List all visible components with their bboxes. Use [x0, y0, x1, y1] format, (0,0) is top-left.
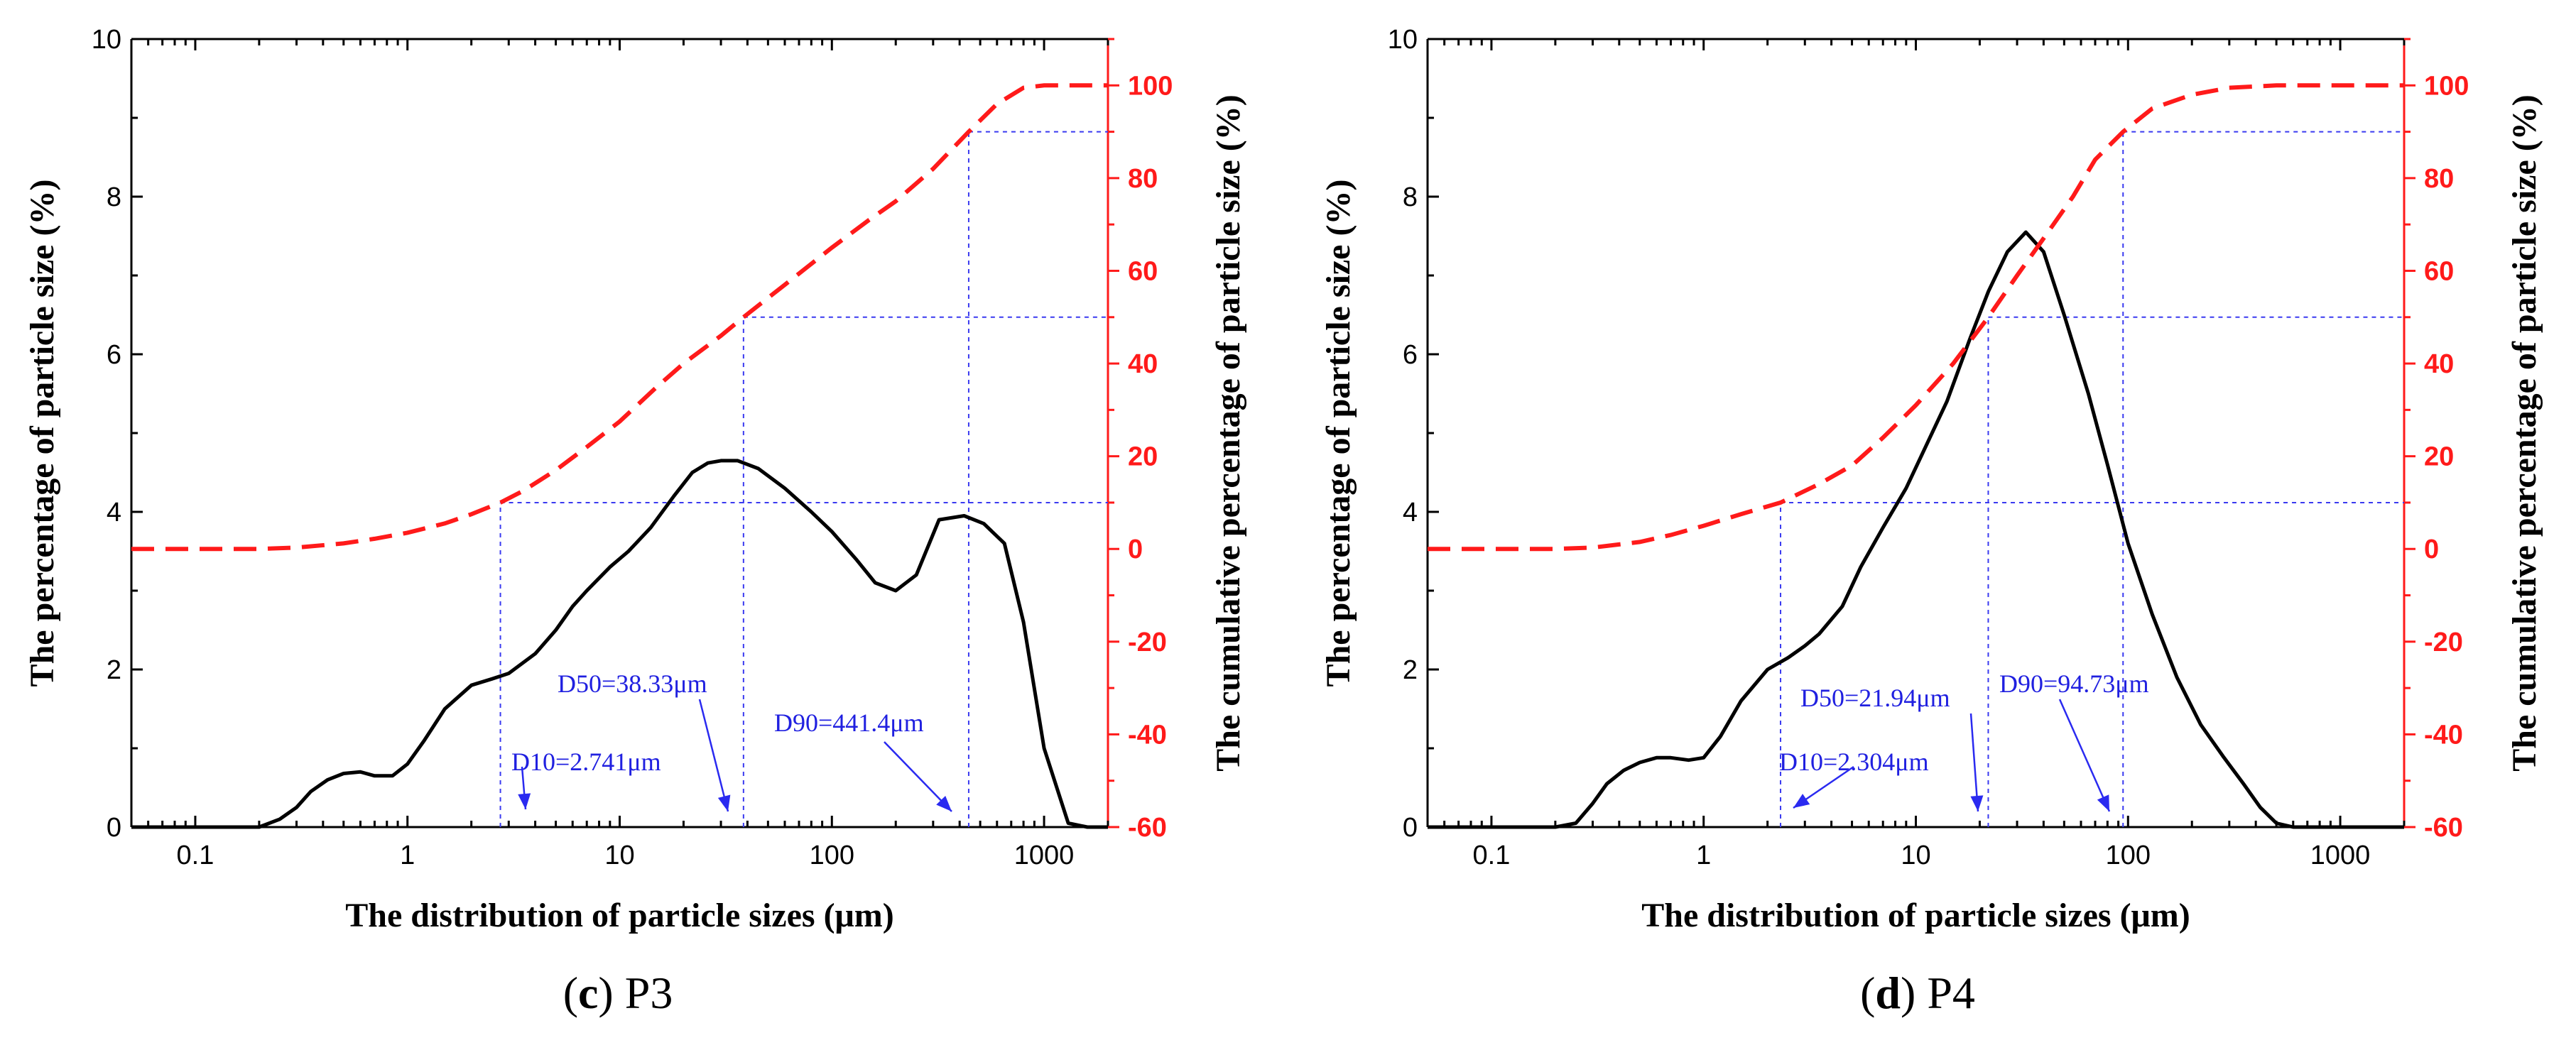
- y-right-tick-label: -40: [1128, 720, 1167, 750]
- x-tick-label: 10: [604, 841, 634, 870]
- x-tick-label: 100: [810, 841, 854, 870]
- x-tick-label: 1: [400, 841, 415, 870]
- percentage-series-line: [1428, 230, 2404, 829]
- x-tick-label: 0.1: [177, 841, 214, 870]
- x-axis-title: The distribution of particle sizes (μm): [345, 897, 893, 934]
- x-tick-label: 1000: [2310, 841, 2371, 870]
- y-left-tick-label: 2: [1403, 655, 1418, 685]
- annotation-arrowhead: [1793, 794, 1810, 808]
- annotation-arrowhead: [936, 795, 952, 811]
- y-left-tick-label: 4: [107, 498, 121, 527]
- y-left-tick-label: 10: [92, 25, 121, 55]
- y-right-tick-label: 40: [1128, 349, 1158, 379]
- chart-panel-p4: 0.1 1 10 100 1000 0 2 4 6 8 10 -60 -40 -20 0 20 40 60 80 10…: [1320, 25, 2543, 1018]
- y-right-tick-label: 80: [1128, 164, 1158, 194]
- y-right-tick-label: -60: [1128, 813, 1167, 843]
- annotation-arrow: [698, 699, 729, 812]
- y-right-tick-label: -60: [2424, 813, 2463, 843]
- annotation-label: D50=38.33μm: [558, 669, 707, 698]
- annotation-arrowhead: [717, 794, 731, 811]
- y-right-tick-label: -20: [2424, 628, 2463, 657]
- y-left-tick-label: 10: [1388, 25, 1418, 55]
- y-left-tick-label: 2: [107, 655, 121, 685]
- annotation-arrow: [1969, 713, 1979, 812]
- cumulative-series-line: [1428, 83, 2404, 552]
- annotation-label: D10=2.304μm: [1779, 748, 1929, 776]
- y-left-tick-label: 8: [107, 182, 121, 212]
- chart-panel-p3: 0.1 1 10 100 1000 0 2 4 6 8 10 -60 -40 -20 0 20 40 60 80 10…: [23, 25, 1247, 1018]
- panel-caption: (d) P4: [1860, 968, 1975, 1018]
- annotation-arrow: [2058, 699, 2111, 812]
- x-tick-label: 0.1: [1473, 841, 1511, 870]
- annotation-arrow: [884, 741, 952, 812]
- x-axis-title: The distribution of particle sizes (μm): [1641, 897, 2190, 934]
- y-left-tick-label: 0: [1403, 813, 1418, 843]
- y-right-axis-title: The cumulative percentage of particle si…: [2506, 94, 2543, 772]
- annotation-arrowhead: [2097, 794, 2109, 811]
- annotation-label: D50=21.94μm: [1800, 684, 1950, 712]
- percentage-series-line: [131, 459, 1108, 829]
- annotation-label: D10=2.741μm: [511, 748, 661, 776]
- y-right-tick-label: 80: [2424, 164, 2454, 194]
- annotation-arrowhead: [518, 793, 531, 809]
- y-right-tick-label: 40: [2424, 349, 2454, 379]
- y-right-tick-label: 60: [1128, 256, 1158, 286]
- x-tick-label: 100: [2106, 841, 2151, 870]
- y-left-tick-label: 6: [107, 340, 121, 370]
- y-left-tick-label: 6: [1403, 340, 1418, 370]
- x-tick-label: 1000: [1014, 841, 1075, 870]
- panel-caption: (c) P3: [563, 968, 673, 1018]
- y-right-tick-label: 100: [2424, 71, 2469, 101]
- annotation-label: D90=441.4μm: [774, 709, 924, 737]
- y-right-tick-label: 20: [1128, 442, 1158, 472]
- y-right-tick-label: 100: [1128, 71, 1173, 101]
- y-right-tick-label: 60: [2424, 256, 2454, 286]
- y-right-tick-label: -20: [1128, 628, 1167, 657]
- y-right-tick-label: 0: [2424, 535, 2439, 564]
- y-right-axis-title: The cumulative percentage of particle si…: [1210, 94, 1247, 772]
- y-right-tick-label: -40: [2424, 720, 2463, 750]
- y-left-tick-label: 4: [1403, 498, 1418, 527]
- x-tick-label: 1: [1696, 841, 1711, 870]
- annotation-label: D90=94.73μm: [1999, 669, 2149, 698]
- x-tick-label: 10: [1901, 841, 1930, 870]
- y-right-tick-label: 20: [2424, 442, 2454, 472]
- y-right-tick-label: 0: [1128, 535, 1143, 564]
- cumulative-series-line: [131, 83, 1108, 552]
- y-left-tick-label: 0: [107, 813, 121, 843]
- y-left-axis-title: The percentage of particle size (%): [1320, 180, 1357, 687]
- y-left-axis-title: The percentage of particle size (%): [23, 180, 61, 687]
- annotation-arrowhead: [1970, 795, 1984, 811]
- y-left-tick-label: 8: [1403, 182, 1418, 212]
